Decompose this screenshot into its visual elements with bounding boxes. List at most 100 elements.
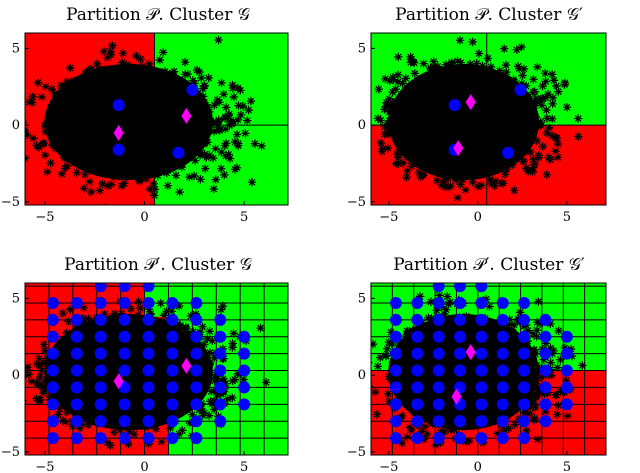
sample-point (419, 73, 428, 83)
centroid-point (214, 347, 227, 360)
sample-point (67, 157, 77, 166)
sample-point (142, 168, 151, 177)
sample-point (548, 70, 557, 79)
sample-point (529, 348, 539, 358)
sample-point (58, 309, 68, 318)
sample-point (427, 166, 436, 175)
centroid-point (539, 381, 552, 394)
sample-point (69, 76, 79, 85)
sample-point (384, 127, 394, 136)
sample-point (551, 147, 560, 156)
sample-point (394, 153, 403, 162)
sample-point (27, 377, 36, 386)
sample-point (422, 74, 431, 83)
sample-point (48, 140, 57, 150)
centroid-point (518, 415, 531, 428)
sample-point (473, 182, 482, 191)
sample-point (111, 416, 120, 425)
sample-point (234, 139, 243, 148)
sample-point (82, 73, 91, 82)
sample-point (107, 313, 117, 323)
y-tick-label: 5 (358, 41, 366, 56)
sample-point (84, 74, 94, 83)
sample-point (228, 393, 237, 402)
sample-point (46, 103, 56, 112)
sample-cloud (44, 64, 213, 181)
sample-point (155, 55, 164, 65)
centroid-point (46, 364, 59, 377)
sample-point (153, 171, 162, 180)
sample-point (221, 124, 230, 134)
sample-point (129, 430, 139, 439)
centroid-point (432, 398, 445, 411)
centroid-point (411, 347, 424, 360)
sample-point (56, 125, 65, 135)
sample-point (217, 78, 226, 87)
centroid-point (475, 415, 488, 428)
sample-point (211, 144, 220, 153)
sample-point (402, 343, 411, 352)
sample-point (410, 148, 419, 157)
y-tick-label: 5 (12, 291, 20, 306)
sample-point (62, 408, 71, 417)
sample-point (58, 416, 68, 425)
sample-point (394, 121, 404, 130)
sample-point (428, 323, 438, 332)
sample-point (427, 417, 436, 427)
sample-point (479, 167, 488, 176)
sample-point (394, 52, 403, 62)
plot-area (371, 283, 606, 455)
sample-point (441, 71, 450, 80)
sample-point (53, 119, 63, 128)
sample-point (221, 103, 231, 112)
sample-point (407, 336, 416, 346)
sample-point (213, 95, 222, 104)
sample-point (175, 77, 185, 86)
centroid-point (432, 313, 445, 326)
sample-point (63, 161, 72, 171)
sample-point (521, 409, 530, 418)
sample-point (453, 56, 462, 66)
sample-point (117, 309, 126, 318)
sample-point (43, 167, 52, 177)
centroid-point (411, 313, 424, 326)
sample-point (75, 81, 84, 90)
centroid-point (118, 415, 131, 428)
sample-point (541, 69, 550, 78)
sample-point (563, 411, 572, 421)
sample-point (394, 98, 403, 108)
sample-point (420, 156, 429, 166)
centroid-point (214, 398, 227, 411)
sample-point (213, 118, 222, 127)
sample-point (223, 394, 232, 404)
sample-point (40, 346, 49, 355)
sample-point (209, 184, 218, 194)
y-tick-label: 0 (358, 118, 366, 133)
sample-point (68, 422, 77, 431)
sample-point (513, 403, 522, 412)
panel-2: Partition 𝒫. Cluster 𝒢′ −5 0 5 −5 0 5 (347, 5, 607, 225)
sample-point (222, 139, 231, 148)
sample-point (401, 134, 410, 143)
centroid-point (475, 283, 488, 293)
sample-point (66, 78, 75, 87)
centroid-point (118, 364, 131, 377)
sample-point (544, 153, 554, 162)
sample-point (250, 139, 260, 148)
sample-point (16, 133, 24, 141)
sample-point (537, 101, 546, 110)
sample-point (529, 75, 538, 84)
sample-point (389, 374, 399, 383)
sample-point (150, 185, 160, 194)
cluster-center-point (181, 107, 192, 124)
sample-point (39, 358, 48, 367)
sample-point (88, 165, 97, 175)
centroid-point (238, 398, 251, 411)
sample-point (541, 339, 551, 348)
sample-point (195, 151, 205, 160)
sample-point (39, 389, 48, 398)
sample-point (385, 117, 394, 126)
sample-point (396, 139, 406, 148)
sample-point (39, 340, 49, 349)
sample-point (28, 92, 37, 101)
